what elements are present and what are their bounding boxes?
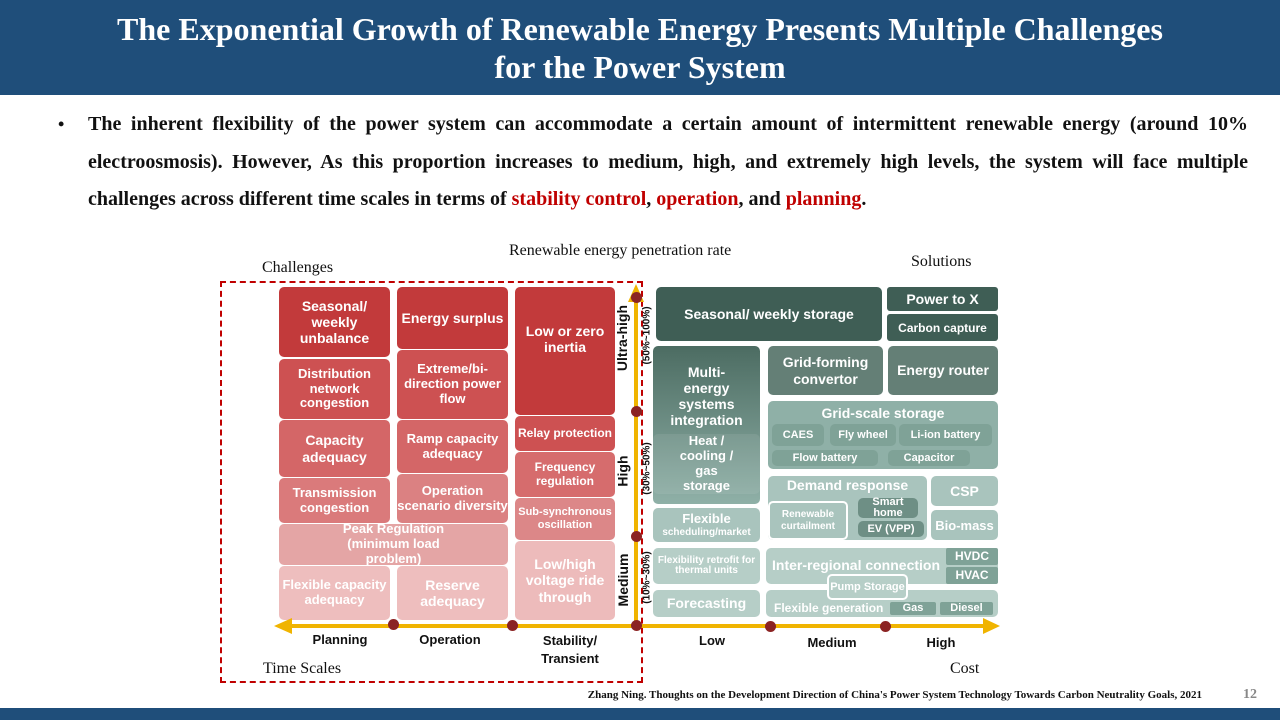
solution-grid-scale-storage: Grid-scale storage CAES Fly wheel Li-ion… [768, 401, 998, 469]
level-ultra-high: Ultra-high [614, 304, 630, 372]
challenge-box: Flexible capacity adequacy [279, 566, 390, 620]
storage-capacitor: Capacitor [888, 450, 970, 466]
gas: Gas [890, 602, 936, 615]
level-range: (50%~100%) [641, 306, 653, 365]
hvdc: HVDC [946, 548, 998, 565]
cost-label: Cost [950, 660, 980, 677]
smart-home: Smart home [858, 497, 918, 519]
axis-point [631, 531, 642, 542]
solution-carbon-capture: Carbon capture [887, 314, 998, 341]
level-medium: Medium [615, 553, 631, 607]
solution-biomass: Bio-mass [931, 510, 998, 540]
challenge-box: Capacity adequacy [279, 420, 390, 477]
axis-point [631, 620, 642, 631]
challenge-box: Ramp capacity adequacy [397, 420, 508, 473]
citation: Zhang Ning. Thoughts on the Development … [587, 689, 1202, 701]
time-stability: Stability/Transient [541, 633, 599, 666]
solution-flexible-scheduling: Flexible scheduling/market [653, 508, 760, 542]
axis-point [631, 292, 642, 303]
challenges-frame [220, 281, 643, 683]
left-arrow-icon [274, 618, 292, 634]
solution-flexibility-retrofit: Flexibility retrofit for thermal units [653, 548, 760, 584]
challenge-box-peak-regulation: Peak Regulation (minimum load problem) [279, 521, 508, 566]
axis-point [765, 621, 776, 632]
axis-point [631, 406, 642, 417]
time-scales-label: Time Scales [263, 660, 342, 677]
level-range: (10%~30%) [641, 551, 653, 604]
storage-li-ion: Li-ion battery [899, 424, 992, 446]
challenge-box: Low/high voltage ride through [515, 541, 615, 620]
storage-caes: CAES [772, 424, 824, 446]
level-range: (30%~50%) [641, 442, 653, 495]
solution-seasonal-storage: Seasonal/ weekly storage [656, 287, 882, 341]
time-operation: Operation [419, 632, 481, 647]
solution-grid-forming: Grid-forming convertor [768, 346, 883, 395]
challenge-box: Reserve adequacy [397, 566, 508, 620]
challenge-box: Operation scenario diversity [397, 474, 508, 523]
challenge-box: Low or zero inertia [515, 287, 615, 415]
axis-point [507, 620, 518, 631]
diesel: Diesel [940, 602, 993, 615]
axis-point [388, 619, 399, 630]
solution-pump-storage: Pump Storage [827, 574, 908, 600]
level-high: High [614, 455, 631, 487]
challenges-label: Challenges [262, 259, 334, 276]
cost-medium: Medium [807, 635, 857, 650]
solution-multi-energy: Multi-energy systems integration Heat / … [653, 346, 760, 504]
footer-bar [0, 708, 1280, 720]
challenge-box: Sub-synchronous oscillation [515, 498, 615, 540]
challenge-box: Frequency regulation [515, 452, 615, 497]
axis-point [880, 621, 891, 632]
solution-power-to-x: Power to X [887, 287, 998, 311]
cost-high: High [926, 635, 956, 650]
page-number: 12 [1243, 687, 1257, 702]
challenge-box: Distribution network congestion [279, 359, 390, 419]
storage-flow-battery: Flow battery [772, 450, 878, 466]
challenge-box: Seasonal/ weekly unbalance [279, 287, 390, 357]
renewable-curtailment: Renewable curtailment [768, 501, 848, 540]
challenge-box: Extreme/bi-direction power flow [397, 350, 508, 419]
keyword-operation: operation [656, 188, 739, 210]
ev-vpp: EV (VPP) [858, 521, 924, 537]
hvac: HVAC [946, 567, 998, 584]
solutions-label: Solutions [911, 253, 972, 270]
solution-demand-response: Demand response Renewable curtailment Sm… [768, 476, 927, 540]
solution-forecasting: Forecasting [653, 590, 760, 617]
slide-title: The Exponential Growth of Renewable Ener… [0, 0, 1280, 95]
cost-low: Low [699, 633, 725, 648]
keyword-stability: stability control [511, 188, 647, 210]
solution-energy-router: Energy router [888, 346, 998, 395]
penetration-label: Renewable energy penetration rate [509, 242, 732, 259]
right-arrow-icon [983, 618, 1000, 634]
solution-csp: CSP [931, 476, 998, 506]
challenge-box: Transmission congestion [279, 478, 390, 523]
challenge-box: Relay protection [515, 416, 615, 451]
time-planning: Planning [312, 632, 368, 647]
challenge-box: Energy surplus [397, 287, 508, 349]
keyword-planning: planning [785, 188, 862, 210]
storage-flywheel: Fly wheel [830, 424, 896, 446]
bullet-point: • The inherent flexibility of the power s… [58, 113, 1248, 210]
